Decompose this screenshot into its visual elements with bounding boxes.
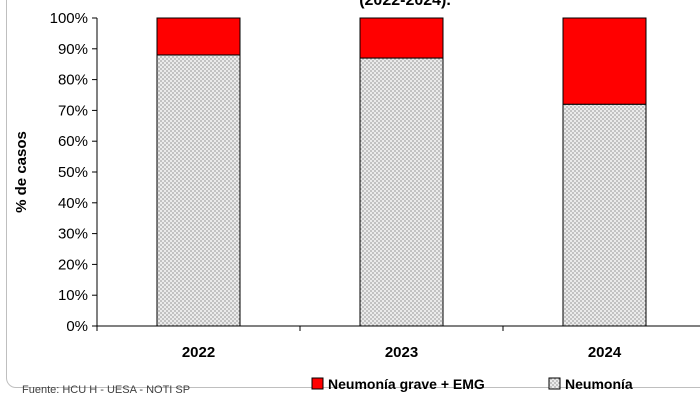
y-tick-label: 100% bbox=[50, 10, 88, 27]
x-category-label: 2023 bbox=[385, 344, 418, 361]
chart-frame bbox=[6, 0, 700, 388]
x-category-label: 2022 bbox=[182, 344, 215, 361]
y-tick-label: 20% bbox=[58, 256, 88, 273]
legend-label: Neumonía grave + EMG bbox=[328, 376, 485, 392]
bar-neumonia-grave-2022 bbox=[156, 17, 241, 56]
x-category-label: 2024 bbox=[588, 344, 622, 361]
y-axis: 0% 10% 20% 30% 40% 50% 60% 70% 80% 90% 100% bbox=[50, 10, 98, 335]
chart-title: (2022-2024). bbox=[359, 0, 451, 9]
legend-swatch bbox=[548, 377, 561, 390]
y-tick-label: 10% bbox=[58, 287, 88, 304]
y-tick-label: 90% bbox=[58, 41, 88, 58]
y-tick-label: 40% bbox=[58, 195, 88, 212]
y-tick-label: 80% bbox=[58, 72, 88, 89]
legend-swatch bbox=[311, 377, 324, 390]
x-axis: 2022 2023 2024 bbox=[96, 325, 700, 361]
bar-neumonia-2023 bbox=[359, 57, 444, 327]
y-tick-label: 60% bbox=[58, 133, 88, 150]
y-tick-label: 50% bbox=[58, 164, 88, 181]
bar-neumonia-2024 bbox=[562, 103, 647, 327]
y-tick-label: 70% bbox=[58, 102, 88, 119]
source-note: Fuente: HCU H - UESA - NOTI SP bbox=[22, 384, 190, 393]
bar-neumonia-2022 bbox=[156, 54, 241, 327]
bar-neumonia-grave-2024 bbox=[562, 17, 647, 105]
legend: Neumonía grave + EMG Neumonía bbox=[311, 376, 633, 392]
bar-neumonia-grave-2023 bbox=[359, 17, 444, 59]
legend-label: Neumonía bbox=[565, 376, 633, 392]
y-tick-label: 0% bbox=[66, 318, 88, 335]
y-axis-title: % de casos bbox=[13, 131, 30, 213]
y-tick-label: 30% bbox=[58, 226, 88, 243]
bars bbox=[156, 17, 647, 327]
